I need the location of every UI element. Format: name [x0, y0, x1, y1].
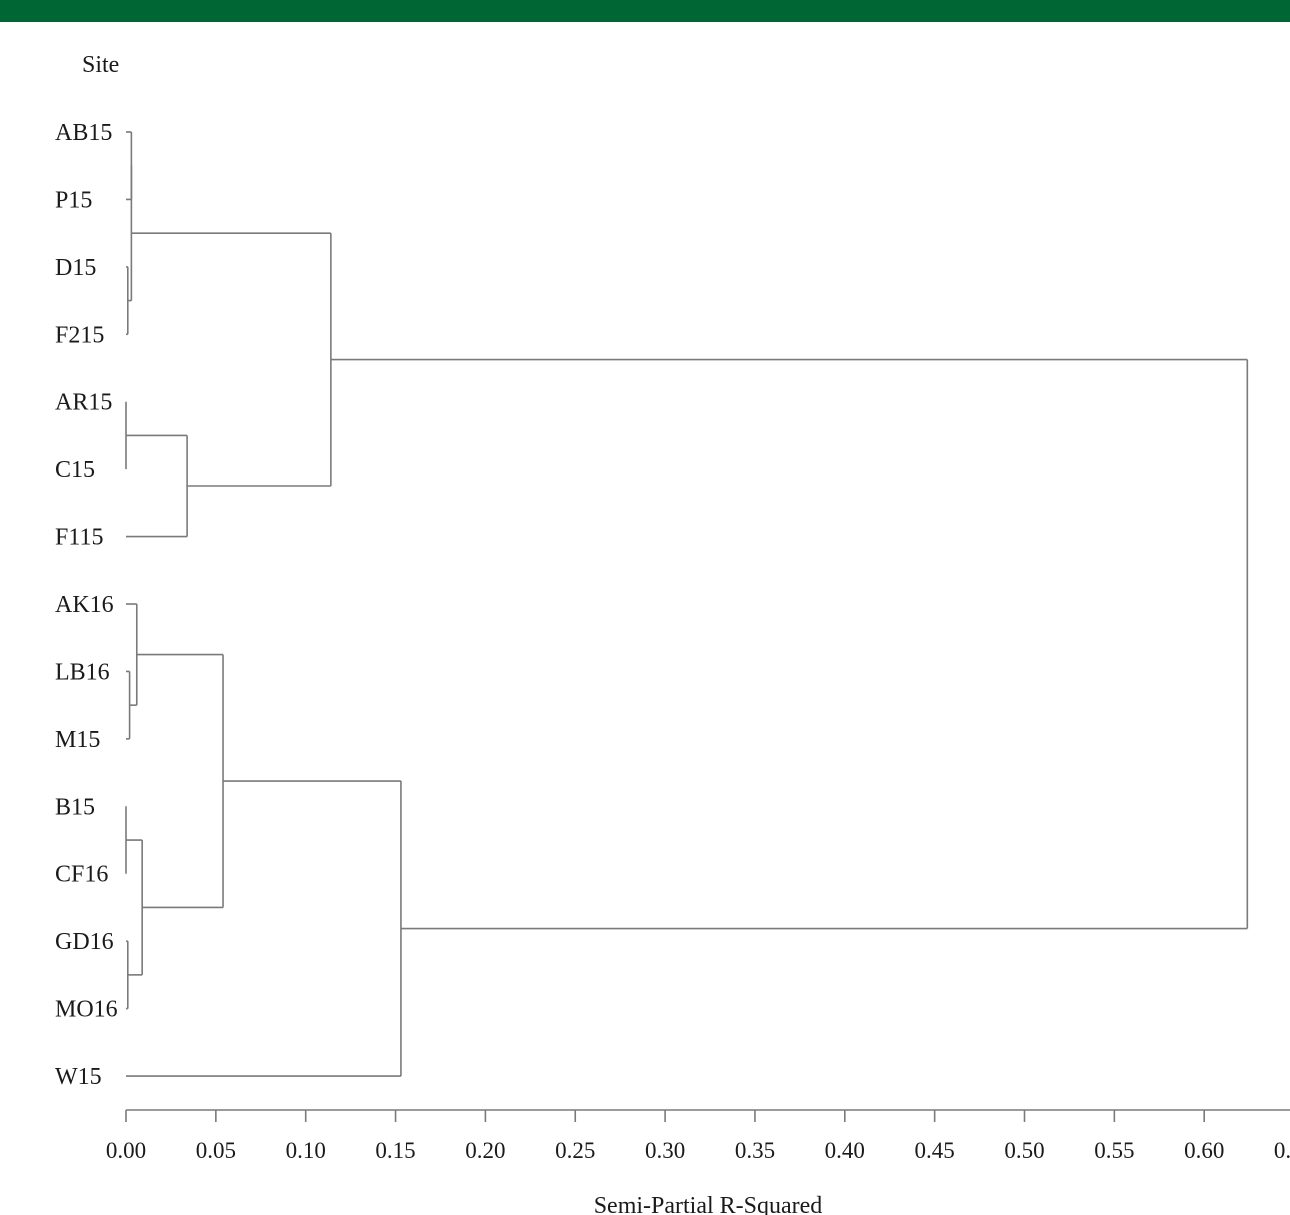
x-axis-title: Semi-Partial R-Squared	[594, 1193, 823, 1215]
top-banner	[0, 0, 1290, 22]
leaf-label-b15: B15	[55, 794, 95, 820]
leaf-labels: AB15 P15 D15 F215 AR15 C15 F115 AK16 LB16 M15 B15 C…	[55, 120, 118, 1090]
x-tick-label-8: 0.40	[825, 1138, 865, 1163]
x-tick-label-11: 0.55	[1094, 1138, 1134, 1163]
leaf-label-c15: C15	[55, 457, 95, 483]
leaf-label-cf16: CF16	[55, 862, 108, 888]
leaf-label-d15: D15	[55, 255, 96, 281]
x-tick-label-12: 0.60	[1184, 1138, 1224, 1163]
leaf-label-ak16: AK16	[55, 592, 114, 618]
leaf-label-lb16: LB16	[55, 659, 110, 685]
leaf-label-w15: W15	[55, 1064, 102, 1090]
x-tick-label-10: 0.50	[1004, 1138, 1044, 1163]
x-tick-label-2: 0.10	[286, 1138, 326, 1163]
y-axis-title: Site	[82, 52, 119, 78]
x-tick-label-7: 0.35	[735, 1138, 775, 1163]
leaf-label-gd16: GD16	[55, 929, 114, 955]
x-tick-label-13: 0.65	[1274, 1138, 1290, 1163]
x-tick-label-1: 0.05	[196, 1138, 236, 1163]
leaf-label-m15: M15	[55, 727, 100, 753]
leaf-label-f215: F215	[55, 322, 104, 348]
x-tick-label-0: 0.00	[106, 1138, 146, 1163]
leaf-label-ar15: AR15	[55, 390, 112, 416]
leaf-label-ab15: AB15	[55, 120, 112, 146]
x-tick-label-6: 0.30	[645, 1138, 685, 1163]
x-axis: 0.00 0.05 0.10 0.15 0.20 0.25 0.30 0.35 0.40 0.45…	[106, 1109, 1290, 1163]
x-tick-label-3: 0.15	[375, 1138, 415, 1163]
x-tick-label-4: 0.20	[465, 1138, 505, 1163]
leaf-label-f115: F115	[55, 525, 103, 551]
x-tick-label-9: 0.45	[915, 1138, 955, 1163]
tree-lines	[125, 131, 1249, 1077]
x-tick-label-5: 0.25	[555, 1138, 595, 1163]
leaf-label-p15: P15	[55, 187, 92, 213]
leaf-label-mo16: MO16	[55, 997, 118, 1023]
